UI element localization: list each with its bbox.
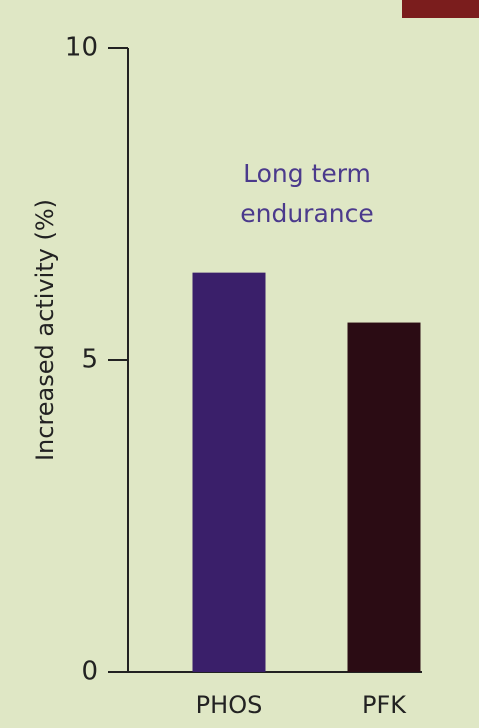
x-tick-label: PHOS <box>196 691 263 719</box>
y-axis-label: Increased activity (%) <box>31 199 59 461</box>
x-tick-label: PFK <box>362 691 407 719</box>
bar <box>192 272 266 672</box>
photo-edge <box>402 0 479 18</box>
bar <box>347 322 421 672</box>
annotation: Long term <box>243 159 371 188</box>
y-tick-label: 10 <box>65 33 98 63</box>
y-tick-label: 0 <box>81 657 98 687</box>
y-tick-label: 5 <box>81 345 98 375</box>
annotation: endurance <box>240 199 374 228</box>
